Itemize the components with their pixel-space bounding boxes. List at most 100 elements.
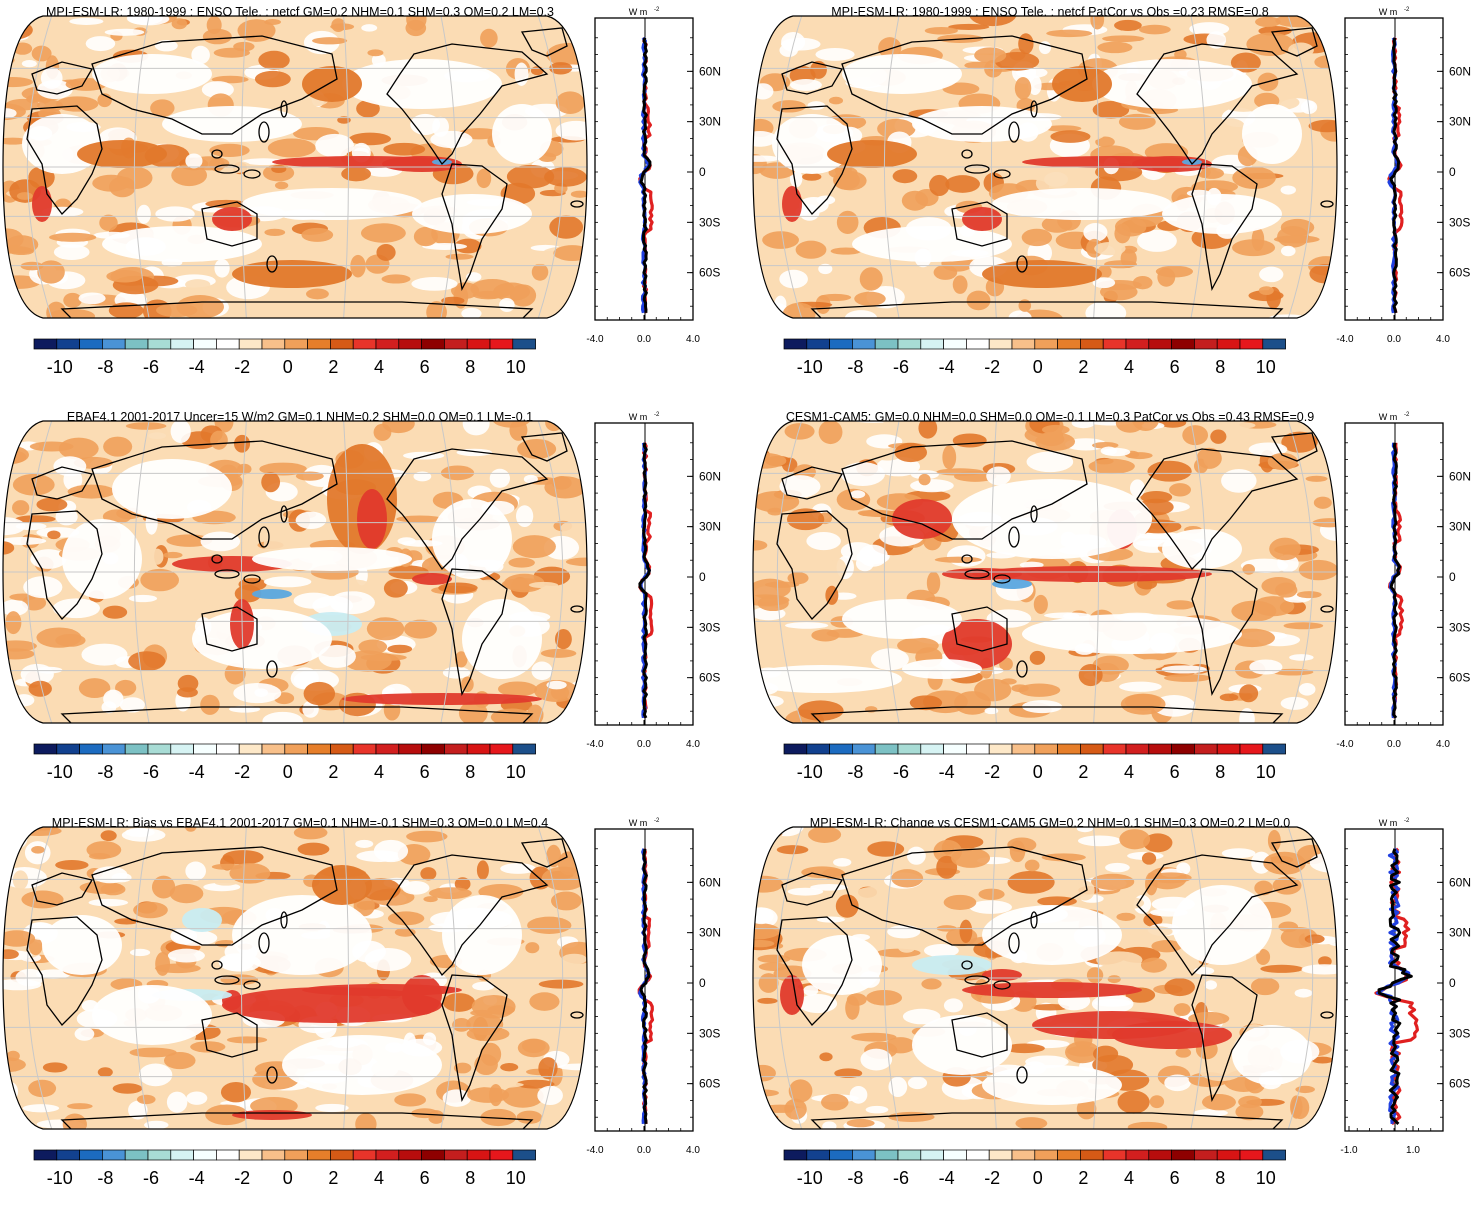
colorbar: -10 -8 -6 -4 -2 0 2 4 6 8 10 <box>783 338 1286 377</box>
unit-label: W m <box>1379 412 1398 422</box>
colorbar-swatch <box>783 1149 808 1161</box>
colorbar-swatch <box>1102 743 1127 755</box>
colorbar-tick-label: -2 <box>234 762 250 782</box>
robinson-map <box>2 826 588 1130</box>
lat-tick-label: 30S <box>1449 620 1470 634</box>
lat-tick-label: 30N <box>699 520 721 534</box>
colorbar-swatch <box>512 743 536 755</box>
colorbar-swatch <box>56 338 80 350</box>
x-tick-label: 4.0 <box>686 1145 700 1156</box>
graticule <box>753 16 1337 318</box>
map-border <box>752 826 1338 1130</box>
colorbar-tick-label: 6 <box>420 762 430 782</box>
lat-tick-label: 60N <box>699 875 721 889</box>
lat-tick-label: 30S <box>699 1026 720 1040</box>
colorbar-swatch <box>1148 338 1172 350</box>
coastlines <box>26 838 584 1129</box>
colorbar-swatch <box>988 1149 1013 1161</box>
colorbar-swatch <box>1262 338 1286 350</box>
lat-tick-label: 0 <box>699 976 706 990</box>
colorbar: -10 -8 -6 -4 -2 0 2 4 6 8 10 <box>783 1149 1286 1188</box>
colorbar-tick-label: -6 <box>143 357 159 377</box>
colorbar: -10 -8 -6 -4 -2 0 2 4 6 8 10 <box>783 743 1286 782</box>
colorbar-swatch <box>1216 743 1241 755</box>
colorbar-swatch <box>33 743 58 755</box>
colorbar-swatch <box>897 338 922 350</box>
unit-label: W m <box>629 412 648 422</box>
colorbar-tick-label: -8 <box>97 762 113 782</box>
colorbar-swatch <box>966 338 990 350</box>
colorbar-tick-label: -8 <box>97 357 113 377</box>
lat-tick-label: 30S <box>1449 215 1470 229</box>
colorbar-swatch <box>1171 1149 1195 1161</box>
colorbar-swatch <box>147 743 172 755</box>
panel-ebaf-obs: EBAF4.1 2001-2017 Uncer=15 W/m2 GM=0.1 N… <box>0 405 741 800</box>
unit-label: W m <box>1379 818 1398 828</box>
map-border <box>752 15 1338 319</box>
colorbar-swatch <box>1194 338 1218 350</box>
profile-line <box>1377 848 1413 1125</box>
profile-line <box>1389 442 1401 719</box>
unit-superscript: -2 <box>1404 818 1410 824</box>
colorbar-swatch <box>512 338 536 350</box>
zonal-mean-profile: W m -2 60N 30N 0 30S 60S -1.0 1.0 <box>1340 818 1471 1156</box>
profile-line <box>638 442 651 719</box>
unit-label: W m <box>1379 7 1398 17</box>
colorbar-tick-label: 0 <box>1033 762 1043 782</box>
colorbar-swatch <box>489 743 514 755</box>
colorbar-tick-label: -2 <box>234 357 250 377</box>
colorbar-tick-label: 4 <box>374 357 384 377</box>
lat-tick-label: 0 <box>1449 165 1456 179</box>
lat-tick-label: 60N <box>1449 469 1471 483</box>
colorbar-swatch <box>829 743 853 755</box>
lat-tick-label: 0 <box>699 570 706 584</box>
x-tick-label: 4.0 <box>686 739 700 750</box>
colorbar-swatch <box>1102 1149 1127 1161</box>
colorbar-swatch <box>124 338 149 350</box>
colorbar-swatch <box>1125 338 1150 350</box>
colorbar-swatch <box>1080 1149 1104 1161</box>
colorbar-swatch <box>147 338 172 350</box>
colorbar-tick-label: 4 <box>374 1168 384 1188</box>
colorbar-swatch <box>489 1149 514 1161</box>
x-tick-label: 0.0 <box>1387 334 1401 345</box>
colorbar-tick-label: -6 <box>893 1168 909 1188</box>
colorbar-swatch <box>874 743 899 755</box>
colorbar-tick-label: -10 <box>797 1168 823 1188</box>
colorbar-tick-label: 8 <box>465 1168 475 1188</box>
lat-tick-label: 30N <box>1449 115 1471 129</box>
colorbar-swatch <box>124 1149 149 1161</box>
robinson-map <box>752 826 1338 1130</box>
colorbar-tick-label: 2 <box>328 357 338 377</box>
colorbar-swatch <box>307 1149 331 1161</box>
profile-line <box>639 848 651 1124</box>
colorbar-swatch <box>466 1149 491 1161</box>
colorbar-swatch <box>56 1149 80 1161</box>
x-tick-label: -4.0 <box>586 1145 604 1156</box>
colorbar-swatch <box>216 1149 240 1161</box>
x-tick-label: 0.0 <box>637 739 651 750</box>
colorbar-swatch <box>1262 743 1286 755</box>
colorbar-tick-label: -4 <box>939 1168 955 1188</box>
lat-tick-label: 60S <box>1449 266 1470 280</box>
colorbar-tick-label: 0 <box>1033 1168 1043 1188</box>
coastlines <box>26 432 584 723</box>
colorbar-swatch <box>829 338 853 350</box>
colorbar-swatch <box>852 1149 876 1161</box>
colorbar-tick-label: 4 <box>374 762 384 782</box>
colorbar-swatch <box>261 743 286 755</box>
colorbar-swatch <box>512 1149 536 1161</box>
colorbar-swatch <box>829 1149 853 1161</box>
colorbar-swatch <box>330 338 354 350</box>
colorbar-swatch <box>147 1149 172 1161</box>
colorbar-swatch <box>1034 1149 1058 1161</box>
colorbar-swatch <box>193 743 217 755</box>
colorbar-swatch <box>1034 338 1058 350</box>
colorbar-tick-label: -8 <box>847 357 863 377</box>
colorbar-swatch <box>124 743 149 755</box>
colorbar-swatch <box>489 338 514 350</box>
colorbar-tick-label: 8 <box>465 357 475 377</box>
unit-superscript: -2 <box>654 412 660 418</box>
lat-tick-label: 60N <box>699 469 721 483</box>
panel-cesm: CESM1-CAM5: GM=0.0 NHM=0.0 SHM=0.0 OM=-0… <box>750 405 1483 800</box>
